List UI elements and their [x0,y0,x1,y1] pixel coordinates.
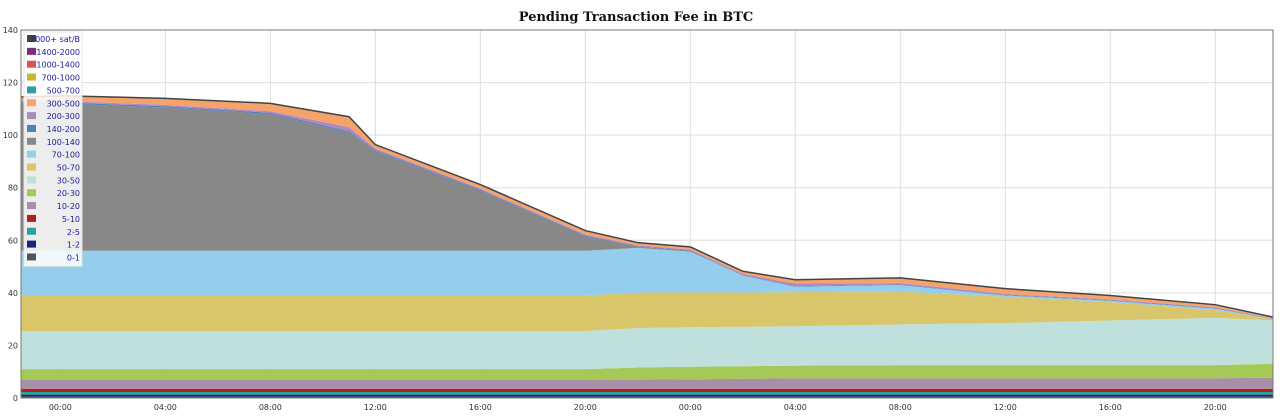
legend-swatch [27,176,36,184]
area-50-70 [21,291,1273,331]
legend-swatch [27,150,36,158]
x-tick-label: 16:00 [1099,403,1122,412]
x-tick-label: 20:00 [1204,403,1227,412]
legend-label: 30-50 [57,176,80,185]
legend-swatch [27,124,36,132]
area-70-100 [21,247,1273,320]
x-tick-label: 16:00 [469,403,492,412]
legend-label: 2000+ sat/B [30,35,80,44]
legend-swatch [27,60,36,68]
legend-label: 20-30 [57,189,80,198]
y-tick-label: 40 [8,289,18,298]
x-tick-label: 12:00 [364,403,387,412]
area-series [20,94,1274,398]
plot-frame [20,29,1274,399]
legend-swatch [27,163,36,171]
y-tick-label: 0 [13,394,18,403]
x-tick-label: 04:00 [154,403,177,412]
legend-swatch [27,189,36,197]
legend-label: 50-70 [57,164,80,173]
legend-label: 500-700 [47,86,80,95]
y-tick-label: 100 [3,131,18,140]
y-tick-label: 20 [8,341,18,350]
legend-swatch [27,253,36,261]
y-tick-label: 80 [8,184,18,193]
x-tick-label: 12:00 [994,403,1017,412]
legend-label: 0-1 [67,253,80,262]
legend-swatch [27,99,36,107]
y-tick-label: 120 [3,79,18,88]
chart-title: Pending Transaction Fee in BTC [519,10,753,25]
x-tick-label: 04:00 [784,403,807,412]
legend: 2000+ sat/B 1400-2000 1000-1400 700-1000 500… [23,31,83,267]
legend-label: 70-100 [52,151,80,160]
x-tick-label: 08:00 [259,403,282,412]
area-20-30 [21,363,1273,380]
x-tick-label: 00:00 [49,403,72,412]
x-tick-label: 00:00 [679,403,702,412]
legend-box [23,31,83,267]
legend-label: 5-10 [62,215,80,224]
area-5-10 [21,388,1273,392]
legend-label: 1-2 [67,241,80,250]
x-tick-label: 20:00 [574,403,597,412]
legend-swatch [27,137,36,145]
legend-label: 140-200 [47,125,80,134]
legend-label: 1400-2000 [36,48,80,57]
legend-label: 700-1000 [41,74,80,83]
legend-swatch [27,112,36,120]
axes: 0 20 40 60 80 100 120 140 00:00 04:00 08:00 12:00 16… [3,26,1274,412]
legend-swatch [27,73,36,81]
legend-swatch [27,240,36,248]
legend-label: 100-140 [47,138,80,147]
legend-swatch [27,227,36,235]
area-1-2 [21,394,1273,397]
legend-label: 2-5 [67,228,80,237]
legend-label: 200-300 [47,112,80,121]
area-30-50 [21,317,1273,370]
legend-swatch [27,214,36,222]
y-tick-label: 140 [3,26,18,35]
area-10-20 [21,377,1273,389]
legend-label: 10-20 [57,202,80,211]
legend-swatch [27,202,36,210]
area-100-140 [21,103,1273,320]
x-tick-label: 08:00 [889,403,912,412]
legend-swatch [27,35,36,42]
legend-label: 1000-1400 [36,61,80,70]
legend-label: 300-500 [47,99,80,108]
legend-swatch [27,47,36,55]
y-tick-label: 60 [8,236,18,245]
legend-swatch [27,86,36,94]
area-2-5 [21,391,1273,395]
total-outline [20,94,1274,318]
